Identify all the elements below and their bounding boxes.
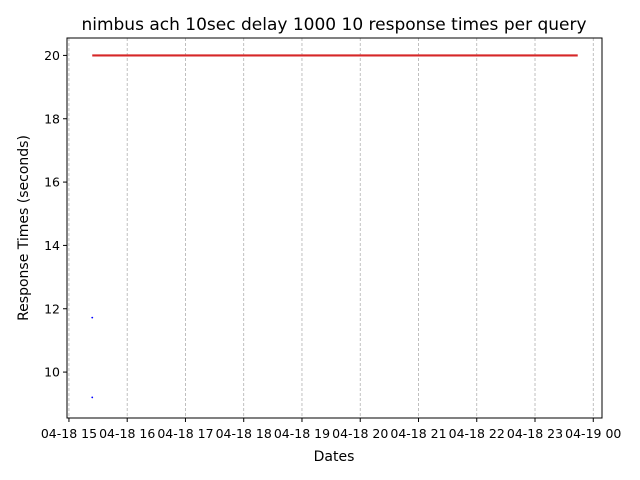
x-tick-label: 04-19 00 <box>565 426 621 441</box>
y-axis-ticks: 10 12 14 16 18 20 <box>44 48 67 380</box>
response-time-point <box>91 396 94 399</box>
x-tick-label: 04-18 19 <box>274 426 330 441</box>
x-tick-label: 04-18 20 <box>332 426 388 441</box>
y-tick-label: 20 <box>44 48 60 63</box>
y-tick-label: 16 <box>44 175 60 190</box>
x-axis-ticks: 04-18 15 04-18 16 04-18 17 04-18 18 04-18 19… <box>41 418 621 441</box>
x-gridlines <box>68 38 594 418</box>
x-tick-label: 04-18 17 <box>157 426 213 441</box>
x-tick-label: 04-18 16 <box>99 426 155 441</box>
x-tick-label: 04-18 18 <box>216 426 272 441</box>
x-tick-label: 04-18 21 <box>390 426 446 441</box>
chart-title: nimbus ach 10sec delay 1000 10 response … <box>81 15 586 35</box>
x-tick-label: 04-18 22 <box>449 426 505 441</box>
x-axis-label: Dates <box>314 449 355 465</box>
y-tick-label: 18 <box>44 111 60 126</box>
plot-frame <box>66 37 603 419</box>
x-tick-label: 04-18 15 <box>41 426 97 441</box>
y-axis-label: Response Times (seconds) <box>16 135 32 321</box>
y-tick-label: 10 <box>44 365 60 380</box>
y-tick-label: 14 <box>44 238 60 253</box>
y-tick-label: 12 <box>44 301 60 316</box>
series-layer <box>91 54 578 399</box>
x-tick-label: 04-18 23 <box>507 426 563 441</box>
response-time-point <box>91 316 94 319</box>
